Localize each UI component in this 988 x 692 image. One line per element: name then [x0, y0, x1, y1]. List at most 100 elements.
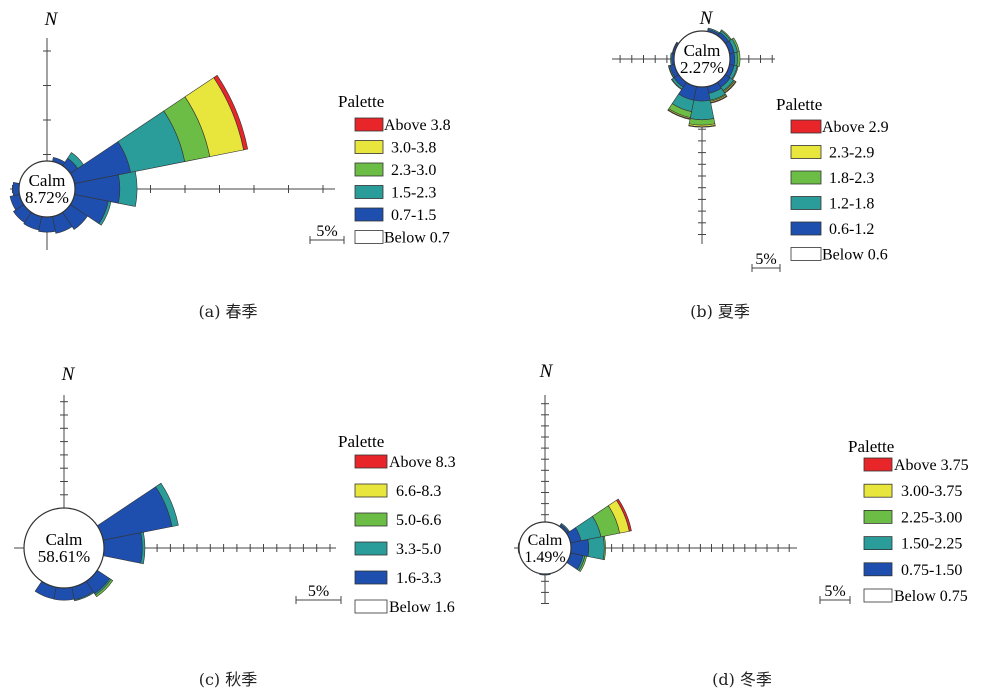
legend-label: Above 8.3 [389, 454, 456, 471]
legend-swatch [354, 512, 388, 527]
sector-band [731, 65, 739, 80]
legend-swatch [790, 196, 822, 210]
legend-label: 6.6-8.3 [396, 483, 441, 500]
palette-title: Palette [338, 92, 384, 111]
legend-swatch [354, 454, 388, 469]
legend-label: 1.6-3.3 [396, 570, 441, 587]
sector-band [560, 523, 570, 533]
calm-circle [518, 521, 572, 575]
sector-band [118, 171, 138, 207]
legend-swatch [863, 536, 893, 550]
legend-swatch [863, 509, 893, 524]
sector-band [587, 536, 605, 560]
sector-band [67, 152, 84, 169]
legend-swatch [354, 185, 384, 199]
calm-value: 8.72% [25, 188, 69, 207]
scale-label: 5% [755, 251, 776, 268]
legend-swatch [354, 140, 384, 154]
sector-band [98, 200, 112, 226]
legend-label: Below 0.75 [894, 588, 968, 605]
legend-label: 1.2-1.8 [829, 196, 874, 213]
north-label: N [44, 9, 59, 30]
sector-band [731, 37, 740, 53]
sector-band [578, 555, 587, 572]
legend-label: 2.3-2.9 [829, 145, 874, 162]
north-label: N [699, 8, 714, 29]
sector-band [689, 99, 715, 121]
panel-caption: (d) 冬季 [712, 670, 772, 689]
legend-label: 3.3-5.0 [396, 541, 441, 558]
sector-band [710, 95, 728, 104]
legend-label: 2.25-3.00 [901, 509, 962, 526]
calm-label: Calm [528, 532, 563, 549]
sector-band [53, 586, 75, 601]
calm-value: 58.61% [38, 547, 90, 566]
legend-swatch [790, 119, 822, 134]
legend-swatch [863, 562, 893, 577]
legend-label: 5.0-6.6 [396, 512, 441, 529]
legend-label: Above 3.8 [384, 117, 451, 134]
scale-label: 5% [308, 583, 329, 600]
legend-swatch [863, 457, 893, 472]
legend-label: 1.8-2.3 [829, 170, 874, 187]
sector-band [94, 578, 114, 598]
panel-caption: (c) 秋季 [199, 670, 258, 689]
legend-swatch [354, 230, 384, 244]
legend-swatch [790, 170, 822, 185]
sector-band [724, 81, 737, 94]
north-label: N [61, 364, 76, 385]
calm-value: 2.27% [680, 58, 724, 77]
legend-label: 1.50-2.25 [901, 536, 962, 553]
north-label: N [539, 361, 554, 382]
legend-label: 0.75-1.50 [901, 562, 962, 579]
sector-band [213, 74, 249, 151]
legend-swatch [863, 588, 893, 603]
legend-swatch [790, 221, 822, 236]
sector-band [602, 535, 606, 561]
sector-band [73, 591, 95, 602]
sector-band [671, 41, 678, 54]
legend-swatch [354, 117, 384, 132]
legend-label: 3.0-3.8 [391, 140, 436, 157]
legend-swatch [354, 162, 384, 177]
legend-label: 0.7-1.5 [391, 207, 436, 224]
legend-swatch [863, 483, 893, 498]
legend-swatch [354, 483, 388, 498]
palette-title: Palette [338, 432, 384, 451]
legend-label: 0.6-1.2 [829, 221, 874, 238]
sector-band [688, 118, 716, 126]
legend-label: Below 0.7 [384, 230, 450, 247]
sector-band [140, 531, 146, 565]
palette-title: Palette [776, 95, 822, 114]
sector-band [707, 27, 720, 35]
sector-band [667, 65, 675, 79]
legend-label: Above 2.9 [822, 119, 889, 136]
sector-band [667, 109, 691, 120]
sector-band [670, 78, 683, 91]
legend-swatch [790, 145, 822, 159]
panel-caption: (a) 春季 [198, 302, 257, 321]
sector-band [616, 498, 632, 532]
sector-band [736, 51, 741, 67]
legend-swatch [354, 541, 388, 556]
legend-label: 3.00-3.75 [901, 483, 962, 500]
sector-band [155, 482, 179, 527]
palette-title: Palette [848, 437, 894, 456]
calm-label: Calm [684, 41, 721, 60]
sector-band [688, 125, 716, 128]
legend-swatch [354, 599, 388, 614]
legend-label: 1.5-2.3 [391, 185, 436, 202]
legend-swatch [354, 207, 384, 222]
calm-circle [23, 507, 105, 589]
legend-swatch [790, 247, 822, 261]
calm-circle [18, 160, 76, 218]
legend-label: Above 3.75 [894, 457, 969, 474]
calm-value: 1.49% [524, 549, 565, 566]
calm-label: Calm [29, 171, 66, 190]
legend-label: Below 1.6 [389, 599, 455, 616]
